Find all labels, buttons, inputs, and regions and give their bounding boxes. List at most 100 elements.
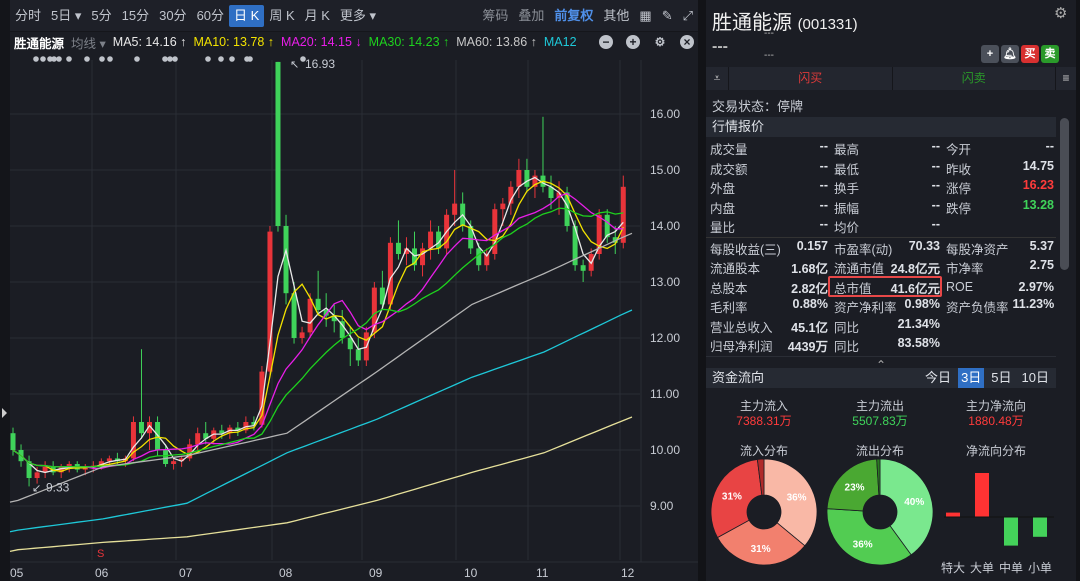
candlestick-chart[interactable]: 16.00 15.00 14.00 13.00 12.00 11.00 10.00 9.00 0… xyxy=(0,52,698,581)
layout-grid-icon[interactable]: ▦ xyxy=(639,7,652,23)
fin-cell: 市盈率(动) 70.33 xyxy=(830,239,942,258)
pie-slice-label: 40% xyxy=(904,497,924,508)
field-value: 41.6亿元 xyxy=(890,281,940,296)
candle[interactable] xyxy=(508,181,514,215)
fin-cell: 流通股本 1.68亿 xyxy=(706,258,830,277)
candle[interactable] xyxy=(259,366,265,428)
period-tab-3[interactable]: 15分 xyxy=(121,7,150,23)
candle-body xyxy=(355,349,361,361)
period-tab-9[interactable]: 更多 ▾ xyxy=(339,7,377,23)
period-tab-0[interactable]: 分时 xyxy=(15,7,42,23)
candle[interactable] xyxy=(492,203,498,260)
adjust-forward-button[interactable]: 前复权 xyxy=(554,7,594,23)
flow-tab-3[interactable]: 10日 xyxy=(1021,370,1049,385)
candle[interactable] xyxy=(420,242,426,277)
indicator-type-dropdown[interactable]: 均线 ▾ xyxy=(71,36,106,51)
event-dot-icon xyxy=(47,56,53,62)
candle[interactable] xyxy=(428,220,434,260)
candle[interactable] xyxy=(307,293,313,338)
period-tab-5[interactable]: 60分 xyxy=(196,7,225,23)
candle[interactable] xyxy=(235,422,241,436)
quote-cell: 涨停 16.23 xyxy=(942,178,1056,197)
candle[interactable] xyxy=(387,237,393,310)
candle[interactable] xyxy=(580,259,586,282)
candle[interactable] xyxy=(436,226,442,254)
candle[interactable] xyxy=(42,461,48,478)
candle[interactable] xyxy=(50,461,56,476)
candle[interactable] xyxy=(604,209,610,243)
other-button[interactable]: 其他 xyxy=(603,7,630,23)
candle[interactable] xyxy=(315,270,321,316)
fullscreen-icon[interactable]: ⤢ xyxy=(682,7,693,23)
settings-gear-icon[interactable]: ⚙ xyxy=(654,35,666,49)
candle[interactable] xyxy=(138,349,144,439)
brush-icon[interactable]: ✎ xyxy=(661,7,673,23)
candle[interactable] xyxy=(130,416,136,462)
candle-body xyxy=(532,175,538,187)
outflow-dist-title: 流出分布 xyxy=(856,444,904,458)
candle[interactable] xyxy=(283,214,289,305)
candle[interactable] xyxy=(524,158,530,193)
zoom-out-icon[interactable]: − xyxy=(599,35,613,49)
collapse-icon[interactable]: ⩡ xyxy=(706,67,728,90)
flash-buy-button[interactable]: 闪买 xyxy=(729,67,892,90)
candle[interactable] xyxy=(403,237,409,266)
period-tab-8[interactable]: 月 K xyxy=(304,7,330,23)
collapse-up-icon[interactable]: ⌃ xyxy=(706,355,1056,372)
alert-bell-button[interactable]: 🔔︎ xyxy=(1001,45,1019,63)
y-tick-label: 14.00 xyxy=(650,219,680,233)
candle[interactable] xyxy=(34,466,40,484)
y-tick-label: 10.00 xyxy=(650,443,680,457)
candle[interactable] xyxy=(203,422,209,445)
period-tab-4[interactable]: 30分 xyxy=(159,7,187,23)
candle[interactable] xyxy=(379,270,385,310)
menu-icon[interactable]: ≡ xyxy=(1056,67,1076,90)
candle[interactable] xyxy=(412,231,417,271)
add-watchlist-button[interactable]: + xyxy=(981,45,999,63)
candle[interactable] xyxy=(331,304,337,333)
candle[interactable] xyxy=(516,158,522,198)
x-tick-label: 06 xyxy=(95,566,109,580)
sell-button[interactable]: 卖 xyxy=(1041,45,1059,63)
candle[interactable] xyxy=(299,326,305,344)
flow-tab-2[interactable]: 5日 xyxy=(991,370,1012,385)
candle[interactable] xyxy=(323,293,329,327)
field-value: 21.34% xyxy=(897,316,940,331)
event-dot-icon xyxy=(40,56,46,62)
candle[interactable] xyxy=(484,248,490,271)
quote-cell: 振幅 -- xyxy=(830,198,942,217)
candle-body xyxy=(412,248,417,266)
candle[interactable] xyxy=(147,416,153,450)
close-icon[interactable]: × xyxy=(680,35,694,49)
expand-arrow-icon[interactable] xyxy=(2,408,7,418)
period-tab-1[interactable]: 5日 ▾ xyxy=(51,7,82,23)
period-tab-2[interactable]: 5分 xyxy=(91,7,112,23)
period-tab-7[interactable]: 周 K xyxy=(269,7,295,23)
panel-settings-gear-icon[interactable]: ⚙ xyxy=(1054,5,1068,22)
flow-tab-0[interactable]: 今日 xyxy=(925,370,952,385)
candle[interactable] xyxy=(10,427,16,456)
candle[interactable] xyxy=(395,220,401,260)
candle-body xyxy=(58,466,64,473)
buy-button[interactable]: 买 xyxy=(1021,45,1039,63)
left-collapse-strip[interactable] xyxy=(0,0,10,581)
scrollbar[interactable] xyxy=(1060,118,1069,270)
candle[interactable] xyxy=(275,61,281,232)
candle[interactable] xyxy=(556,181,562,215)
chips-button[interactable]: 筹码 xyxy=(482,7,509,23)
zoom-in-icon[interactable]: + xyxy=(626,35,640,49)
candle[interactable] xyxy=(243,416,249,434)
candle[interactable] xyxy=(267,226,273,378)
candle-body xyxy=(66,464,72,467)
candle[interactable] xyxy=(371,282,377,338)
period-tab-6[interactable]: 日 K xyxy=(229,4,265,27)
overlay-button[interactable]: 叠加 xyxy=(518,7,545,23)
candle[interactable] xyxy=(452,170,458,226)
candle[interactable] xyxy=(171,458,177,470)
candle[interactable] xyxy=(187,438,193,462)
candle[interactable] xyxy=(620,175,626,249)
flash-sell-button[interactable]: 闪卖 xyxy=(892,67,1055,90)
flow-tab-1[interactable]: 3日 xyxy=(958,368,985,388)
candle[interactable] xyxy=(355,338,361,366)
candle[interactable] xyxy=(26,455,32,487)
